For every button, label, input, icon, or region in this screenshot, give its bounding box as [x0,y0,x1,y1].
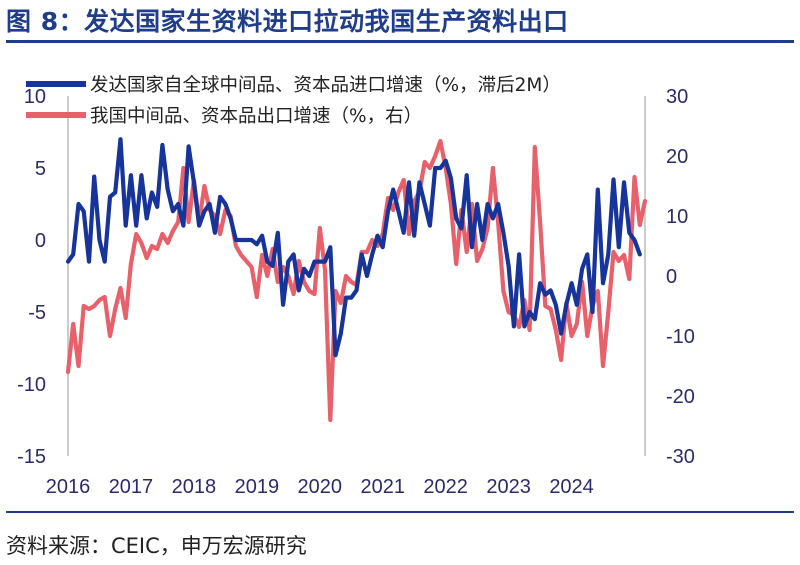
figure-title: 图 8：发达国家生资料进口拉动我国生产资料出口 [6,7,569,36]
x-axis-ticks: 2016 2017 2018 2019 2020 2021 2022 2023 2024 [46,476,594,498]
series-line-developed-imports [65,137,642,358]
right-tick-label: 0 [666,266,677,288]
left-tick-label: -15 [17,446,46,468]
x-tick-label: 2023 [486,476,531,498]
right-tick-label: 10 [666,206,688,228]
left-tick-label: -10 [17,374,46,396]
left-axis-ticks: 10 5 0 -5 -10 -15 [17,86,46,468]
axes [67,96,646,456]
title-rule [6,40,794,43]
right-tick-label: -10 [666,326,695,348]
left-tick-label: 10 [24,86,46,108]
left-tick-label: -5 [28,302,46,324]
x-tick-label: 2022 [423,476,468,498]
x-tick-label: 2017 [109,476,154,498]
right-tick-label: 20 [666,146,688,168]
x-tick-label: 2021 [360,476,405,498]
right-tick-label: 30 [666,86,688,108]
source-rule [6,511,794,513]
right-tick-label: -20 [666,386,695,408]
x-tick-label: 2016 [46,476,91,498]
x-tick-label: 2019 [235,476,280,498]
legend-label-series2: 我国中间品、资本品出口增速（%，右） [90,106,422,127]
left-tick-label: 0 [35,230,46,252]
series-lines [65,137,648,423]
right-tick-label: -30 [666,446,695,468]
right-axis-ticks: 30 20 10 0 -10 -20 -30 [666,86,695,468]
left-tick-label: 5 [35,158,46,180]
source-note: 资料来源：CEIC，申万宏源研究 [6,534,307,558]
x-tick-label: 2020 [298,476,343,498]
legend-label-series1: 发达国家自全球中间品、资本品进口增速（%，滞后2M） [90,75,561,96]
x-tick-label: 2018 [172,476,217,498]
legend: 发达国家自全球中间品、资本品进口增速（%，滞后2M） 我国中间品、资本品出口增速… [26,75,561,127]
x-tick-label: 2024 [549,476,594,498]
